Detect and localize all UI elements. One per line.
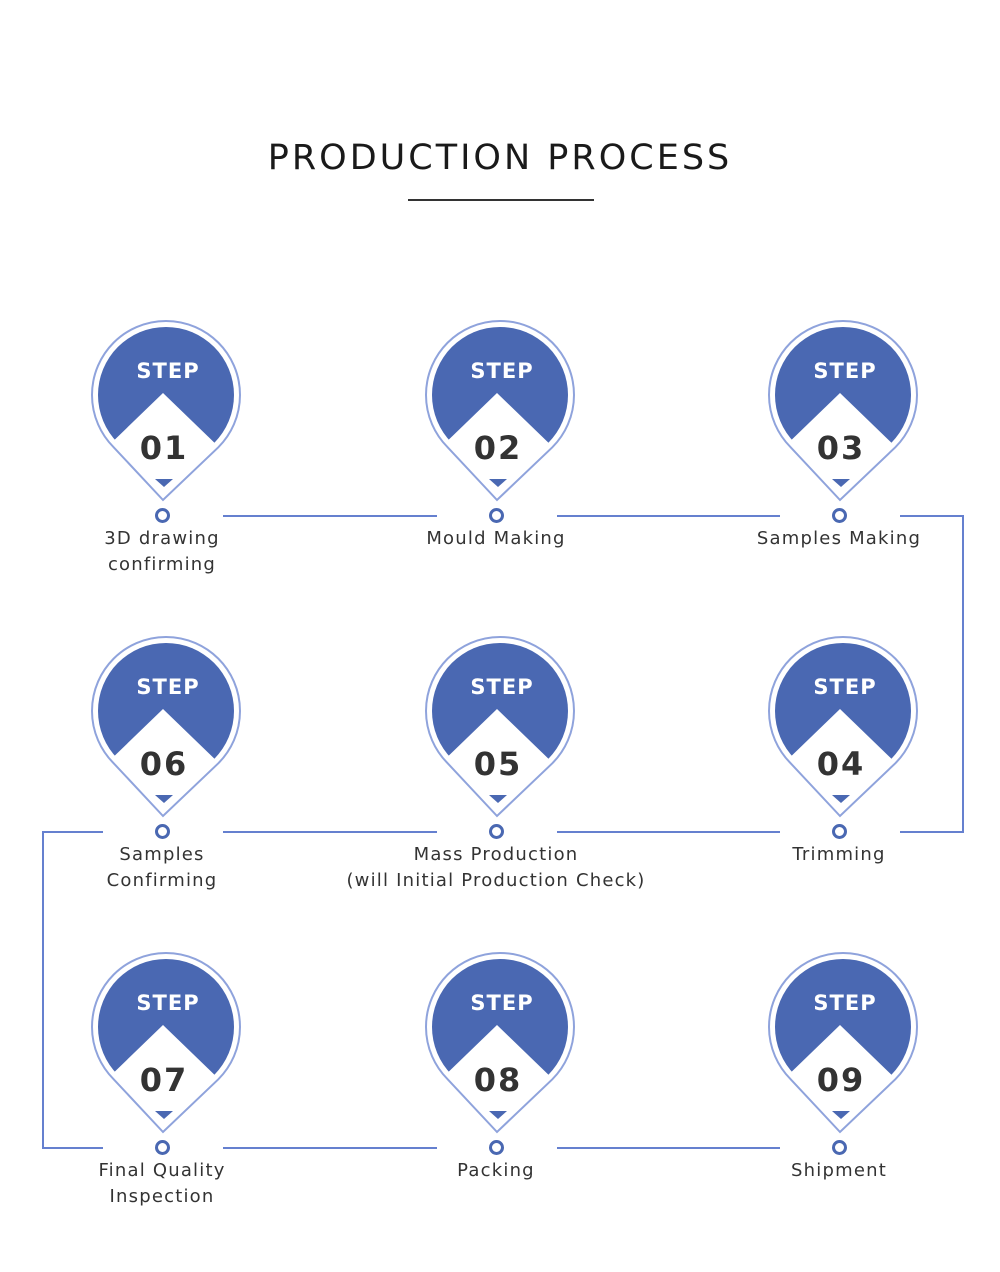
step-label: Trimming	[669, 842, 1000, 868]
step-number: 07	[139, 1061, 189, 1099]
step-number: 02	[473, 429, 523, 467]
triangle-down-icon	[832, 1111, 850, 1119]
pin-icon	[91, 320, 241, 517]
triangle-down-icon	[155, 479, 173, 487]
step-word: STEP	[470, 675, 534, 699]
triangle-down-icon	[489, 479, 507, 487]
step-label-line: Final Quality	[98, 1160, 226, 1181]
step-number: 06	[139, 745, 189, 783]
step-label-line: (will Initial Production Check)	[346, 870, 646, 891]
step-dot	[831, 1140, 847, 1155]
step-number: 09	[816, 1061, 866, 1099]
step-pin: STEP 08	[417, 949, 587, 1149]
step-label: Shipment	[669, 1158, 1000, 1184]
triangle-down-icon	[489, 795, 507, 803]
step-word: STEP	[813, 675, 877, 699]
step-pin: STEP 01	[83, 317, 253, 517]
pin-icon	[425, 636, 575, 833]
step-pin: STEP 02	[417, 317, 587, 517]
triangle-down-icon	[155, 795, 173, 803]
step-word: STEP	[136, 675, 200, 699]
triangle-down-icon	[489, 1111, 507, 1119]
step-pin: STEP 05	[417, 633, 587, 833]
triangle-down-icon	[155, 1111, 173, 1119]
step-dot	[488, 508, 504, 523]
step-number: 03	[816, 429, 866, 467]
step-label-line: Samples	[119, 844, 205, 865]
step-word: STEP	[813, 359, 877, 383]
triangle-down-icon	[832, 795, 850, 803]
step-label: Final Quality Inspection	[0, 1158, 332, 1210]
pin-icon	[91, 952, 241, 1149]
step-dot	[154, 824, 170, 839]
step-word: STEP	[136, 991, 200, 1015]
step-pin: STEP 09	[760, 949, 930, 1149]
connector-line	[962, 515, 964, 833]
step-label-line: Trimming	[792, 844, 886, 865]
step-label: Samples Confirming	[0, 842, 332, 894]
step-dot	[831, 508, 847, 523]
step-label-line: 3D drawing	[104, 528, 220, 549]
step-dot	[488, 1140, 504, 1155]
step-pin: STEP 03	[760, 317, 930, 517]
step-label: Mass Production (will Initial Production …	[326, 842, 666, 894]
step-label: Samples Making	[669, 526, 1000, 552]
step-word: STEP	[470, 991, 534, 1015]
step-label: 3D drawing confirming	[0, 526, 332, 578]
step-pin: STEP 04	[760, 633, 930, 833]
connector-line	[158, 515, 964, 517]
step-label-line: Mass Production	[413, 844, 579, 865]
step-word: STEP	[470, 359, 534, 383]
step-label-line: Packing	[457, 1160, 535, 1181]
step-number: 01	[139, 429, 189, 467]
step-pin: STEP 06	[83, 633, 253, 833]
step-word: STEP	[136, 359, 200, 383]
step-label: Packing	[326, 1158, 666, 1184]
step-dot	[831, 824, 847, 839]
step-dot	[154, 1140, 170, 1155]
step-dot	[488, 824, 504, 839]
pin-icon	[425, 952, 575, 1149]
step-label-line: Samples Making	[756, 528, 922, 549]
step-label-line: Mould Making	[426, 528, 566, 549]
step-label: Mould Making	[326, 526, 666, 552]
pin-icon	[768, 320, 918, 517]
step-number: 04	[816, 745, 866, 783]
step-dot	[154, 508, 170, 523]
step-label-line: Inspection	[109, 1186, 215, 1207]
title-underline	[408, 199, 594, 201]
step-label-line: confirming	[107, 554, 217, 575]
pin-icon	[768, 636, 918, 833]
connector-line	[42, 831, 44, 1149]
triangle-down-icon	[832, 479, 850, 487]
pin-icon	[768, 952, 918, 1149]
step-pin: STEP 07	[83, 949, 253, 1149]
pin-icon	[425, 320, 575, 517]
step-label-line: Confirming	[106, 870, 218, 891]
step-number: 08	[473, 1061, 523, 1099]
page-title: PRODUCTION PROCESS	[267, 138, 733, 178]
step-word: STEP	[813, 991, 877, 1015]
step-number: 05	[473, 745, 523, 783]
step-label-line: Shipment	[791, 1160, 887, 1181]
pin-icon	[91, 636, 241, 833]
